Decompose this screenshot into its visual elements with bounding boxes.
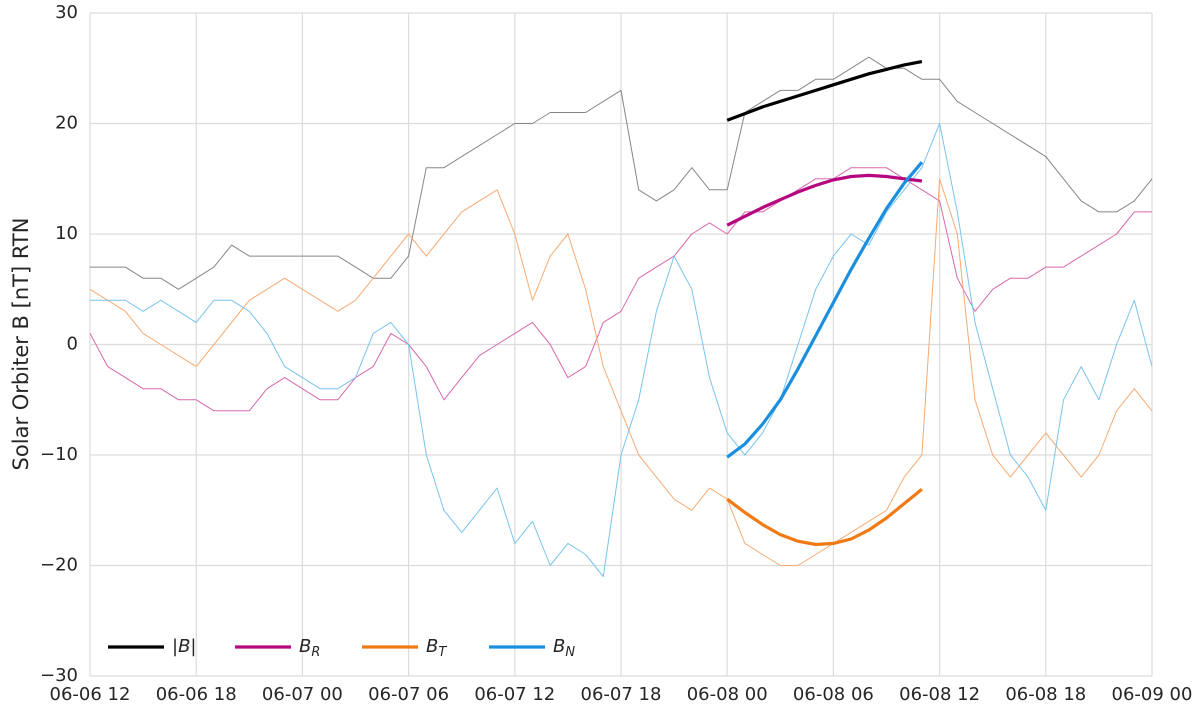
data-line	[89, 178, 1153, 566]
data-line	[90, 123, 1153, 577]
x-tick-label: 06-06 18	[156, 684, 237, 705]
legend-label: |B|	[172, 636, 196, 657]
x-tick-label: 06-08 00	[687, 684, 768, 705]
y-tick-label: 20	[55, 113, 78, 134]
x-tick-label: 06-07 00	[262, 684, 343, 705]
legend-label: BN	[553, 636, 575, 660]
y-tick-label: 0	[67, 334, 78, 355]
fit-line	[726, 60, 923, 122]
data-line	[90, 56, 1153, 290]
x-tick-label: 06-08 06	[793, 684, 874, 705]
data-line	[89, 167, 1152, 412]
x-tick-label: 06-08 12	[899, 684, 980, 705]
y-tick-label: −10	[40, 444, 78, 465]
x-tick-label: 06-07 06	[368, 684, 449, 705]
x-tick-label: 06-08 18	[1005, 684, 1086, 705]
x-tick-label: 06-07 18	[581, 684, 662, 705]
fit-line	[726, 488, 923, 547]
legend-label: BT	[426, 636, 447, 660]
y-tick-label: 10	[55, 223, 78, 244]
y-axis-label: Solar Orbiter B [nT] RTN	[9, 218, 33, 471]
legend-label: BR	[299, 636, 320, 660]
x-tick-label: 06-07 12	[474, 684, 555, 705]
y-tick-label: −30	[40, 665, 78, 686]
y-tick-label: 30	[55, 2, 78, 23]
fit-line	[726, 161, 924, 459]
x-tick-label: 06-09 00	[1112, 684, 1193, 705]
x-tick-label: 06-06 12	[50, 684, 131, 705]
fit-line	[726, 173, 923, 227]
y-tick-label: −20	[40, 555, 78, 576]
